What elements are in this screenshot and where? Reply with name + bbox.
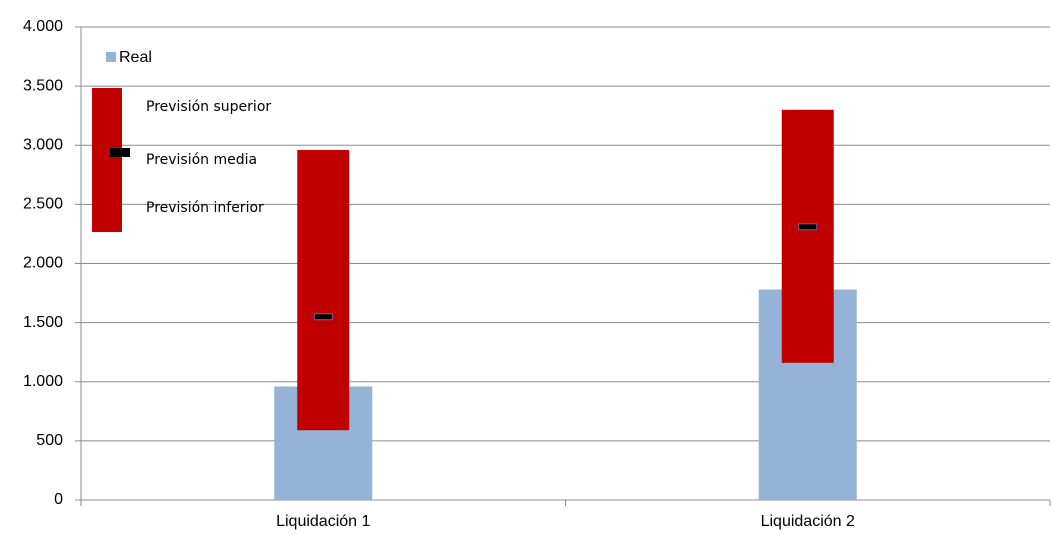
y-tick-label: 4.000 [23, 18, 63, 35]
legend-mean-swatch [110, 148, 130, 157]
legend-range-swatch [92, 88, 122, 232]
legend-swatch [106, 52, 116, 62]
x-tick-label: Liquidación 1 [276, 513, 370, 530]
y-tick-label: 1.500 [23, 314, 63, 331]
y-tick-label: 3.000 [23, 136, 63, 153]
mean-marker [798, 223, 818, 231]
x-tick-label: Liquidación 2 [761, 513, 855, 530]
y-tick-label: 500 [36, 432, 63, 449]
mean-marker [313, 313, 333, 321]
legend-label: Previsión superior [146, 99, 271, 115]
y-tick-label: 3.500 [23, 77, 63, 94]
legend-label: Real [119, 49, 152, 66]
y-tick-label: 1.000 [23, 373, 63, 390]
range-bar [297, 149, 350, 431]
y-tick-label: 2.500 [23, 196, 63, 213]
range-bar [781, 109, 834, 363]
legend-label: Previsión inferior [146, 200, 264, 216]
legend-label: Previsión media [146, 152, 257, 168]
y-tick-label: 2.000 [23, 255, 63, 272]
y-tick-label: 0 [54, 491, 63, 508]
